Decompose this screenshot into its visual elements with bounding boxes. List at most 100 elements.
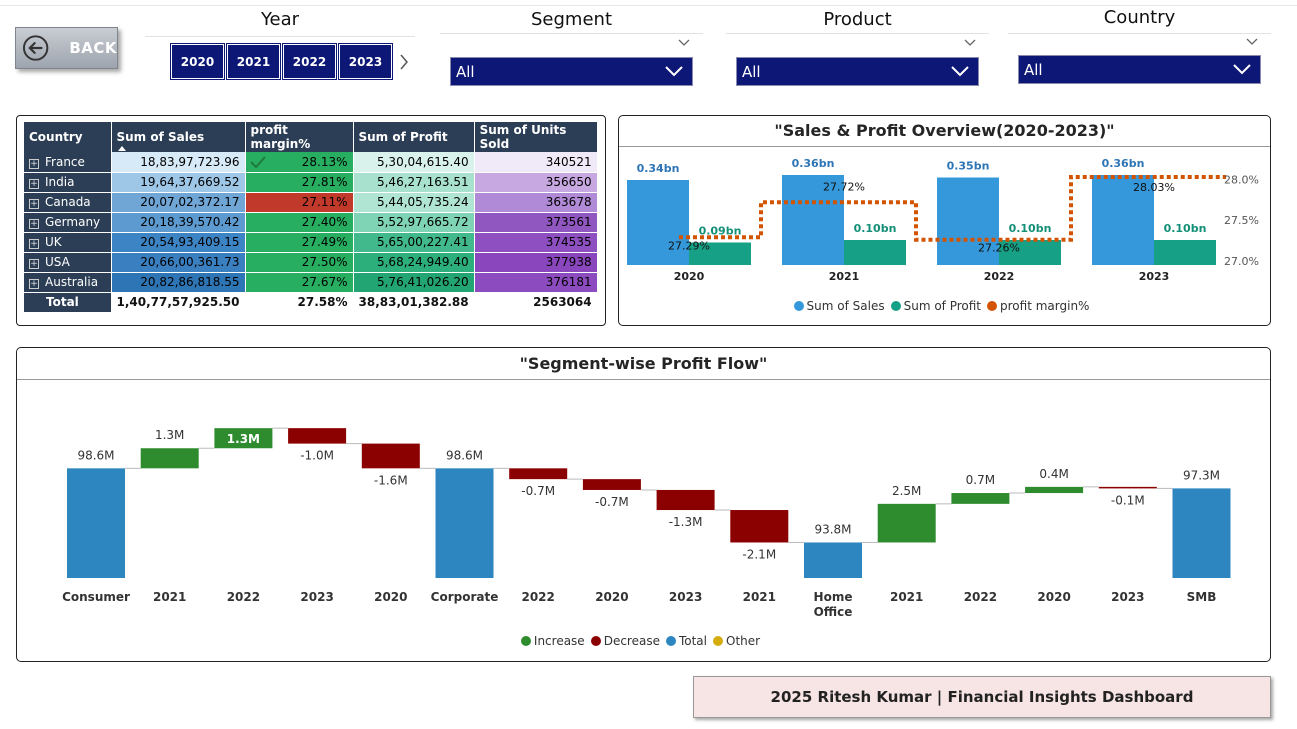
increase-bar[interactable]	[951, 493, 1010, 504]
margin-data-label: 27.26%	[978, 242, 1020, 255]
increase-bar[interactable]	[1025, 486, 1084, 494]
waterfall-legend: Increase Decrease Total Other	[17, 631, 1270, 650]
chevron-right-icon[interactable]	[398, 53, 410, 71]
profit-data-label: 0.10bn	[1164, 222, 1207, 235]
legend-label: Sum of Profit	[903, 299, 982, 313]
year-button-2020[interactable]: 2020	[170, 43, 225, 80]
chevron-down-icon	[665, 66, 683, 77]
overview-x-tick: 2020	[674, 270, 705, 283]
column-header-country[interactable]: Country	[24, 122, 112, 152]
profit-bar[interactable]	[844, 240, 906, 265]
profit-cell: 5,46,27,163.51	[353, 172, 475, 193]
profit-cell: 5,68,24,949.40	[353, 252, 475, 273]
sales-cell: 19,64,37,669.52	[111, 172, 246, 193]
waterfall-data-label: -0.7M	[521, 484, 555, 498]
back-button[interactable]: BACK	[15, 27, 118, 69]
waterfall-legend-item[interactable]: Decrease	[590, 634, 660, 648]
back-arrow-icon	[22, 35, 49, 61]
segment-slicer-divider	[440, 33, 703, 34]
expand-icon[interactable]: +	[29, 259, 39, 269]
expand-icon[interactable]: +	[29, 199, 39, 209]
total-bar[interactable]	[804, 542, 862, 578]
total-bar[interactable]	[1172, 488, 1231, 578]
waterfall-legend-item[interactable]: Increase	[520, 634, 585, 648]
year-button-2023[interactable]: 2023	[338, 43, 393, 80]
product-collapse-chevron-icon[interactable]	[963, 38, 977, 48]
table-row[interactable]: + India 19,64,37,669.52 27.81% 5,46,27,163.5…	[24, 172, 598, 193]
margin-value: 28.13%	[301, 154, 348, 169]
decrease-bar[interactable]	[361, 443, 420, 469]
waterfall-chart: 98.6M Consumer 1.3M 2021 1.3M 2022 -1.0M 2023 -1…	[62, 427, 1231, 619]
decrease-bar[interactable]	[509, 468, 568, 480]
country-collapse-chevron-icon[interactable]	[1245, 37, 1259, 47]
decrease-bar[interactable]	[730, 510, 789, 543]
margin-cell: 27.50%	[245, 252, 354, 273]
expand-icon[interactable]: +	[29, 179, 39, 189]
overview-x-tick: 2021	[829, 270, 860, 283]
table-row[interactable]: + UK 20,54,93,409.15 27.49% 5,65,00,227.41 37…	[24, 232, 598, 253]
table-row[interactable]: + Germany 20,18,39,570.42 27.40% 5,52,97,665…	[24, 212, 598, 233]
expand-icon[interactable]: +	[29, 279, 39, 289]
profit-cell: 5,76,41,026.20	[353, 272, 475, 293]
decrease-bar[interactable]	[288, 428, 347, 444]
total-bar[interactable]	[67, 468, 125, 578]
profit-cell: 5,52,97,665.72	[353, 212, 475, 233]
table-row[interactable]: + France 18,83,97,723.96 28.13% 5,30,04,615.…	[24, 152, 598, 173]
country-label: Canada	[45, 195, 91, 209]
expand-icon[interactable]: +	[29, 239, 39, 249]
legend-dot-icon	[590, 636, 601, 646]
units-cell: 377938	[474, 252, 598, 273]
table-row[interactable]: + USA 20,66,00,361.73 27.50% 5,68,24,949.40 3…	[24, 252, 598, 273]
year-button-2022[interactable]: 2022	[282, 43, 337, 80]
column-header-profit[interactable]: Sum of Profit	[353, 122, 475, 152]
country-dropdown[interactable]: All	[1018, 55, 1261, 84]
waterfall-x-tick: 2020	[1037, 590, 1070, 604]
profit-margin-line[interactable]	[679, 175, 1226, 242]
table-row[interactable]: + Canada 20,07,02,372.17 27.11% 5,44,05,735.…	[24, 192, 598, 213]
profit-bar[interactable]	[1154, 240, 1216, 265]
sales-bar[interactable]	[627, 180, 689, 265]
product-dropdown[interactable]: All	[736, 57, 979, 86]
total-bar[interactable]	[435, 468, 494, 578]
segment-dropdown[interactable]: All	[450, 57, 693, 86]
sales-data-label: 0.36bn	[1102, 157, 1145, 170]
segment-collapse-chevron-icon[interactable]	[677, 38, 691, 48]
increase-bar[interactable]	[140, 448, 199, 469]
decrease-bar[interactable]	[656, 489, 715, 511]
total-margin-cell: 27.58%	[245, 292, 354, 313]
column-header-margin[interactable]: profit margin%	[245, 122, 354, 152]
year-slicer-divider	[145, 36, 415, 37]
waterfall-data-label: -1.6M	[374, 473, 408, 487]
units-cell: 363678	[474, 192, 598, 213]
sales-bar[interactable]	[782, 175, 844, 265]
waterfall-x-tick: 2021	[153, 590, 186, 604]
overview-legend-item[interactable]: profit margin%	[987, 299, 1089, 313]
overview-legend-item[interactable]: Sum of Profit	[890, 299, 982, 313]
overview-title-divider	[619, 146, 1270, 147]
sales-cell: 20,54,93,409.15	[111, 232, 246, 253]
margin-value: 27.49%	[301, 235, 348, 249]
waterfall-data-label: 0.7M	[966, 473, 995, 487]
column-header-sales[interactable]: Sum of Sales	[111, 122, 246, 152]
increase-bar[interactable]	[877, 503, 936, 543]
profit-bar[interactable]	[999, 240, 1061, 265]
overview-legend-item[interactable]: Sum of Sales	[793, 299, 885, 313]
column-header-units[interactable]: Sum of Units Sold	[474, 122, 598, 152]
profit-bar[interactable]	[689, 242, 751, 266]
sales-bar[interactable]	[937, 177, 999, 266]
waterfall-legend-item[interactable]: Total	[665, 634, 707, 648]
expand-icon[interactable]: +	[29, 219, 39, 229]
decrease-bar[interactable]	[582, 479, 641, 490]
waterfall-x-tick: Corporate	[431, 590, 499, 604]
year-button-2021[interactable]: 2021	[226, 43, 281, 80]
increase-bar[interactable]	[214, 428, 273, 449]
sales-bar[interactable]	[1092, 175, 1154, 265]
year-slicer-title: Year	[260, 9, 300, 30]
waterfall-legend-item[interactable]: Other	[713, 634, 760, 648]
decrease-bar[interactable]	[1098, 486, 1157, 489]
waterfall-x-tick: 2020	[595, 590, 628, 604]
segment-dropdown-value: All	[456, 62, 475, 81]
country-label: USA	[45, 255, 70, 269]
table-row[interactable]: + Australia 20,82,86,818.55 27.67% 5,76,41,0…	[24, 272, 598, 293]
expand-icon[interactable]: +	[29, 158, 39, 169]
